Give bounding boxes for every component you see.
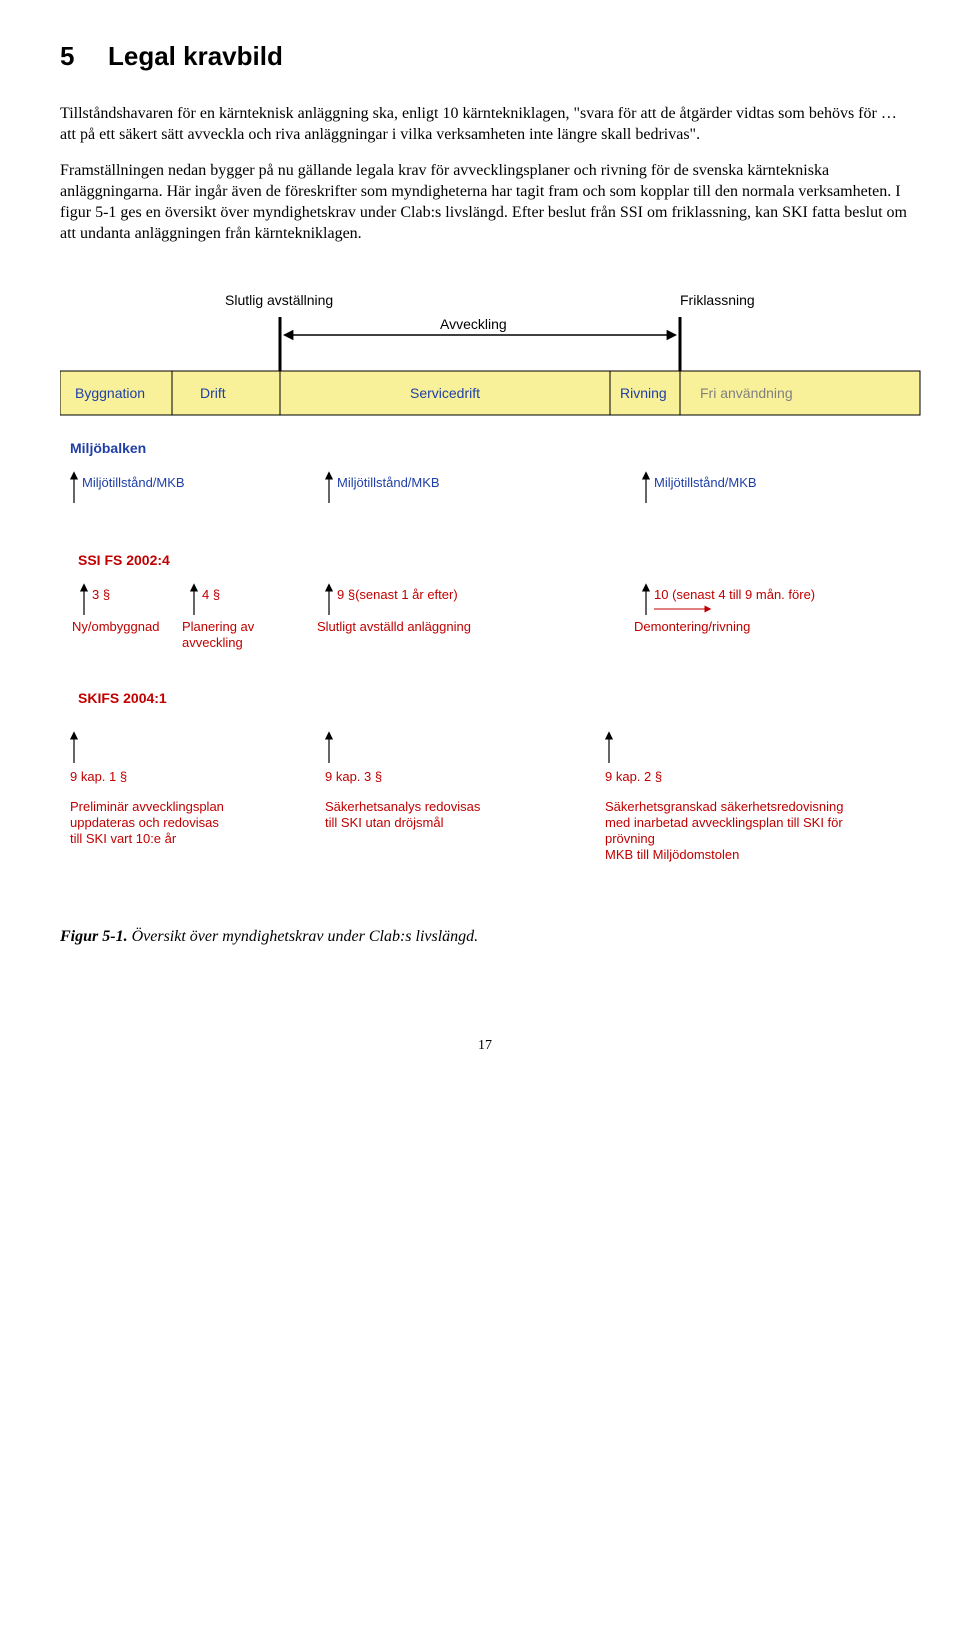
svg-text:Preliminär avvecklingsplan: Preliminär avvecklingsplan	[70, 799, 224, 814]
svg-text:Miljötillstånd/MKB: Miljötillstånd/MKB	[654, 475, 757, 490]
figure-ref: Figur 5-1.	[60, 928, 128, 945]
svg-text:till SKI utan dröjsmål: till SKI utan dröjsmål	[325, 815, 444, 830]
svg-text:prövning: prövning	[605, 831, 655, 846]
svg-text:9 kap. 2 §: 9 kap. 2 §	[605, 769, 662, 784]
heading-number: 5	[60, 40, 108, 74]
svg-text:Slutlig avställning: Slutlig avställning	[225, 292, 333, 308]
figure-caption: Figur 5-1. Översikt över myndighetskrav …	[60, 927, 910, 948]
svg-text:Friklassning: Friklassning	[680, 292, 755, 308]
svg-text:Avveckling: Avveckling	[440, 316, 507, 332]
svg-text:SKIFS 2004:1: SKIFS 2004:1	[78, 690, 167, 706]
page-heading: 5Legal kravbild	[60, 40, 910, 74]
svg-text:MKB till Miljödomstolen: MKB till Miljödomstolen	[605, 847, 739, 862]
paragraph-2: Framställningen nedan bygger på nu gälla…	[60, 161, 910, 244]
svg-text:10 (senast 4 till 9 mån. före): 10 (senast 4 till 9 mån. före)	[654, 587, 815, 602]
svg-text:4 §: 4 §	[202, 587, 220, 602]
svg-text:avveckling: avveckling	[182, 635, 243, 650]
svg-text:till SKI vart 10:e år: till SKI vart 10:e år	[70, 831, 177, 846]
page-number: 17	[60, 1037, 910, 1055]
svg-text:uppdateras och redovisas: uppdateras och redovisas	[70, 815, 219, 830]
figure-5-1: Slutlig avställning Friklassning Avvecklin…	[60, 275, 910, 915]
svg-text:Drift: Drift	[200, 385, 226, 401]
svg-text:Rivning: Rivning	[620, 385, 667, 401]
svg-text:3 §: 3 §	[92, 587, 110, 602]
svg-text:Byggnation: Byggnation	[75, 385, 145, 401]
svg-text:9 §(senast 1 år efter): 9 §(senast 1 år efter)	[337, 587, 458, 602]
svg-text:Miljöbalken: Miljöbalken	[70, 440, 146, 456]
svg-text:Demontering/rivning: Demontering/rivning	[634, 619, 750, 634]
heading-title: Legal kravbild	[108, 41, 283, 71]
svg-text:Säkerhetsgranskad säkerhetsred: Säkerhetsgranskad säkerhetsredovisning	[605, 799, 843, 814]
svg-text:Ny/ombyggnad: Ny/ombyggnad	[72, 619, 159, 634]
svg-text:SSI FS 2002:4: SSI FS 2002:4	[78, 552, 170, 568]
figure-caption-text: Översikt över myndighetskrav under Clab:…	[128, 928, 479, 945]
svg-text:Fri användning: Fri användning	[700, 385, 793, 401]
svg-text:9 kap. 1 §: 9 kap. 1 §	[70, 769, 127, 784]
paragraph-1: Tillståndshavaren för en kärnteknisk anl…	[60, 104, 910, 146]
svg-text:9 kap. 3 §: 9 kap. 3 §	[325, 769, 382, 784]
svg-text:med inarbetad avvecklingsplan: med inarbetad avvecklingsplan till SKI f…	[605, 815, 843, 830]
svg-text:Miljötillstånd/MKB: Miljötillstånd/MKB	[337, 475, 440, 490]
svg-text:Planering av: Planering av	[182, 619, 255, 634]
svg-text:Miljötillstånd/MKB: Miljötillstånd/MKB	[82, 475, 185, 490]
svg-text:Säkerhetsanalys redovisas: Säkerhetsanalys redovisas	[325, 799, 481, 814]
svg-text:Servicedrift: Servicedrift	[410, 385, 480, 401]
svg-text:Slutligt avställd anläggning: Slutligt avställd anläggning	[317, 619, 471, 634]
